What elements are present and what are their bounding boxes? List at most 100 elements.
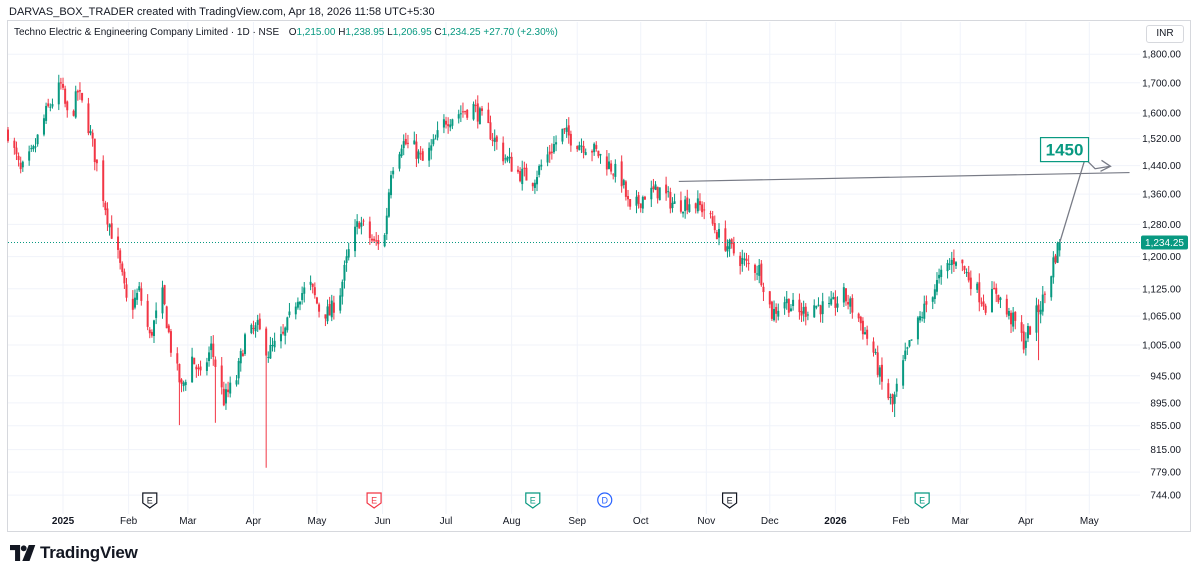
projection-arrow bbox=[1059, 157, 1111, 243]
candle-body bbox=[980, 302, 983, 304]
candle-body bbox=[447, 124, 450, 127]
candle-body bbox=[432, 139, 435, 145]
candle-body bbox=[72, 110, 75, 116]
candle-body bbox=[301, 293, 304, 300]
currency-button[interactable]: INR bbox=[1146, 25, 1184, 43]
candle-body bbox=[895, 383, 898, 392]
candle-body bbox=[878, 367, 881, 377]
tradingview-logo[interactable]: TradingView bbox=[10, 543, 138, 563]
candle-body bbox=[106, 208, 109, 225]
x-tick-label: May bbox=[307, 516, 326, 527]
y-tick-label: 1,200.00 bbox=[1142, 252, 1181, 263]
dividend-icon bbox=[597, 492, 613, 508]
candle-body bbox=[612, 174, 615, 176]
candle-body bbox=[925, 301, 928, 305]
candle-body bbox=[671, 202, 674, 209]
candle-body bbox=[303, 287, 306, 294]
candle-body bbox=[806, 314, 809, 316]
candle-body bbox=[686, 197, 689, 211]
candle-body bbox=[178, 364, 181, 383]
candle-body bbox=[756, 273, 759, 275]
candle-body bbox=[597, 150, 600, 157]
x-tick-label: Dec bbox=[761, 516, 779, 527]
candle-body bbox=[921, 316, 924, 318]
candle-body bbox=[1058, 242, 1061, 251]
candle-body bbox=[521, 168, 524, 185]
candle-body bbox=[584, 152, 587, 155]
candle-body bbox=[461, 111, 464, 113]
candle-body bbox=[711, 216, 714, 224]
candle-body bbox=[341, 281, 344, 297]
candle-body bbox=[828, 303, 831, 305]
candle-body bbox=[538, 165, 541, 175]
candle-body bbox=[665, 184, 668, 194]
candle-body bbox=[955, 262, 958, 266]
y-tick-label: 895.00 bbox=[1150, 398, 1181, 409]
axes: 744.00 779.00 815.00 855.00 895.00 945.00 1,00… bbox=[52, 50, 1188, 527]
candle-body bbox=[650, 187, 653, 200]
event-marker-letter: D bbox=[601, 496, 608, 506]
candle-body bbox=[383, 234, 386, 247]
candle-body bbox=[51, 104, 54, 107]
x-tick-label: Jun bbox=[374, 516, 390, 527]
event-marker-letter: E bbox=[147, 496, 153, 506]
candle-body bbox=[789, 308, 792, 312]
candle-body bbox=[684, 199, 687, 212]
candle-body bbox=[874, 352, 877, 354]
candle-body bbox=[1014, 311, 1017, 321]
open-label: O bbox=[288, 27, 297, 38]
candle-body bbox=[419, 153, 422, 155]
target-label: 1450 bbox=[1046, 141, 1084, 160]
candle-body bbox=[861, 320, 864, 335]
candle-body bbox=[288, 311, 291, 316]
candle-body bbox=[250, 325, 253, 334]
candle-body bbox=[258, 318, 261, 330]
candle-body bbox=[1010, 312, 1013, 325]
candle-body bbox=[531, 183, 534, 187]
candle-body bbox=[770, 301, 773, 319]
candle-body bbox=[519, 171, 522, 182]
candle-body bbox=[222, 388, 225, 406]
candle-body bbox=[830, 298, 833, 305]
candle-body bbox=[857, 313, 860, 319]
symbol-legend: Techno Electric & Engineering Company Li… bbox=[14, 27, 558, 38]
candle-body bbox=[739, 255, 742, 266]
candle-body bbox=[102, 160, 105, 202]
candle-body bbox=[212, 343, 215, 358]
candle-body bbox=[1020, 322, 1023, 333]
candle-body bbox=[445, 120, 448, 125]
candle-body bbox=[315, 297, 318, 304]
candle-body bbox=[508, 156, 511, 159]
candle-body bbox=[931, 297, 934, 302]
candle-body bbox=[36, 134, 39, 145]
candle-body bbox=[163, 285, 166, 305]
candle-body bbox=[802, 306, 805, 314]
candle-body bbox=[724, 228, 727, 251]
candle-body bbox=[1050, 276, 1053, 298]
candle-body bbox=[76, 90, 79, 93]
candle-body bbox=[715, 232, 718, 240]
candle-body bbox=[563, 128, 566, 130]
candle-body bbox=[224, 389, 227, 404]
candle-body bbox=[406, 142, 409, 144]
event-marker-letter: E bbox=[530, 496, 536, 506]
candle-body bbox=[800, 311, 803, 316]
x-tick-label: Feb bbox=[892, 516, 910, 527]
symbol-title[interactable]: Techno Electric & Engineering Company Li… bbox=[14, 27, 280, 38]
y-tick-label: 1,800.00 bbox=[1142, 50, 1181, 61]
tradingview-logo-icon bbox=[10, 545, 36, 561]
candle-body bbox=[347, 249, 350, 258]
candle-body bbox=[313, 287, 316, 296]
candle-body bbox=[639, 203, 642, 208]
candle-body bbox=[504, 158, 507, 160]
candle-body bbox=[326, 306, 329, 322]
candle-body bbox=[525, 167, 528, 181]
candle-body bbox=[961, 259, 964, 264]
y-tick-label: 1,440.00 bbox=[1142, 161, 1181, 172]
candle-body bbox=[133, 297, 136, 308]
candle-body bbox=[237, 360, 240, 379]
candle-body bbox=[728, 239, 731, 250]
candle-body bbox=[836, 303, 839, 308]
candle-body bbox=[540, 164, 543, 167]
